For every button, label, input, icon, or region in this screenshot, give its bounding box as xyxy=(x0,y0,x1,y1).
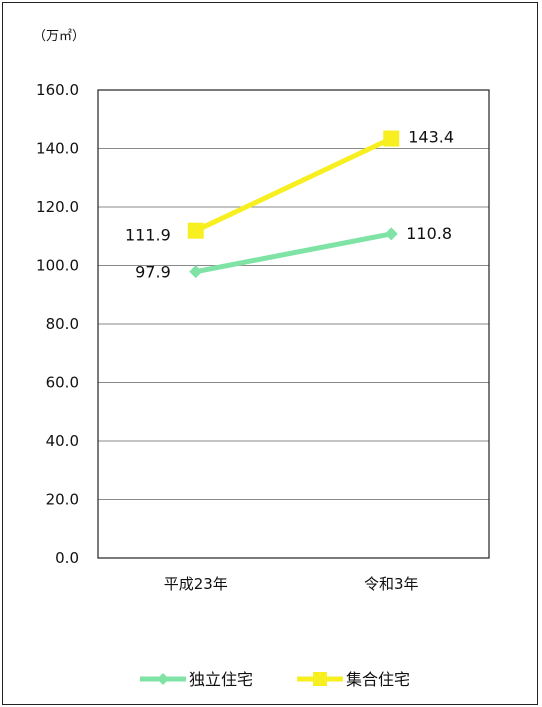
y-tick-label: 0.0 xyxy=(55,549,79,567)
data-label: 111.9 xyxy=(125,226,171,245)
diamond-marker xyxy=(384,227,398,241)
diamond-marker xyxy=(189,265,203,279)
series-2: 111.9 143.4 xyxy=(125,128,454,245)
y-axis-ticks: 0.0 20.0 40.0 60.0 80.0 100.0 120.0 140.0 160.0 xyxy=(36,81,79,567)
y-tick-label: 120.0 xyxy=(36,198,79,216)
data-label: 97.9 xyxy=(135,263,171,282)
data-label: 110.8 xyxy=(406,224,452,243)
y-tick-label: 60.0 xyxy=(46,374,79,392)
series-1: 97.9 110.8 xyxy=(135,224,452,282)
x-category-label: 令和3年 xyxy=(364,575,419,593)
legend-item: 独立住宅 xyxy=(140,670,253,689)
series-layer: 97.9 110.8 111.9 143.4 xyxy=(125,128,454,282)
y-tick-label: 20.0 xyxy=(46,491,79,509)
square-marker xyxy=(383,130,400,147)
legend: 独立住宅 集合住宅 xyxy=(140,670,410,689)
plot-area xyxy=(97,89,490,559)
series-line xyxy=(195,231,392,275)
legend-label: 集合住宅 xyxy=(346,670,410,689)
data-label: 143.4 xyxy=(408,128,454,147)
y-tick-label: 140.0 xyxy=(36,140,79,158)
x-axis-categories: 平成23年 令和3年 xyxy=(164,575,419,593)
square-marker xyxy=(187,222,204,239)
y-tick-label: 80.0 xyxy=(46,315,79,333)
y-tick-label: 160.0 xyxy=(36,81,79,99)
y-tick-label: 40.0 xyxy=(46,432,79,450)
legend-item: 集合住宅 xyxy=(297,670,410,689)
y-tick-label: 100.0 xyxy=(36,257,79,275)
unit-label: （万㎡） xyxy=(33,29,85,44)
gridlines xyxy=(98,148,489,500)
square-marker xyxy=(313,672,327,686)
x-category-label: 平成23年 xyxy=(164,575,228,593)
series-line xyxy=(194,136,393,233)
diamond-marker xyxy=(157,673,169,685)
legend-label: 独立住宅 xyxy=(189,670,253,689)
